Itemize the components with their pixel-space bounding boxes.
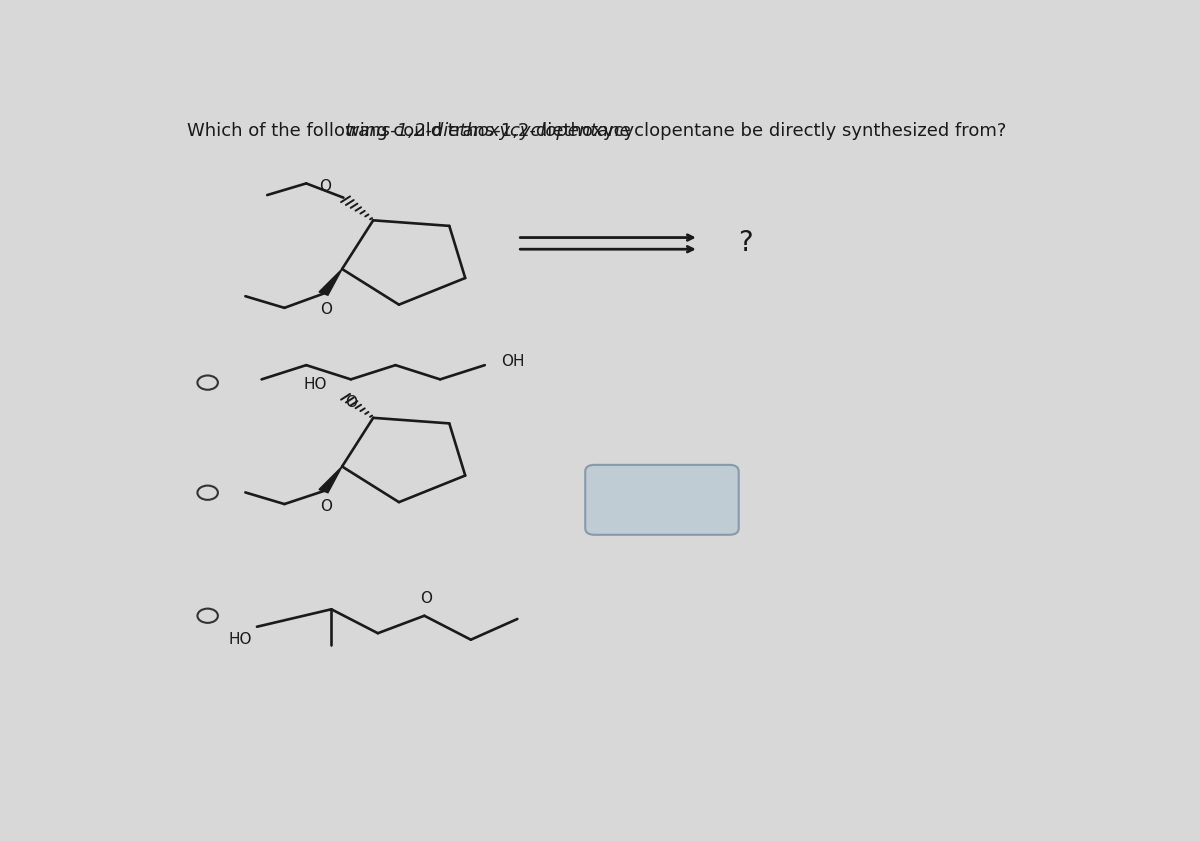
Text: O: O — [320, 499, 332, 514]
Text: O: O — [320, 302, 332, 317]
Text: O: O — [344, 395, 356, 410]
Polygon shape — [319, 269, 342, 295]
Text: X: X — [634, 491, 644, 509]
Text: trans-1,2-diethoxycyclopentane: trans-1,2-diethoxycyclopentane — [344, 122, 631, 140]
Text: HO: HO — [304, 377, 326, 392]
Text: Which of the following could trans-1,2-diethoxycyclopentane be directly synthesi: Which of the following could trans-1,2-d… — [187, 122, 1007, 140]
Text: O: O — [420, 591, 432, 606]
Text: O: O — [319, 179, 331, 194]
Text: ?: ? — [738, 230, 752, 257]
Text: OH: OH — [502, 354, 526, 369]
FancyBboxPatch shape — [586, 465, 739, 535]
Text: Ś: Ś — [684, 491, 694, 509]
Text: HO: HO — [229, 632, 252, 647]
Polygon shape — [319, 467, 342, 493]
